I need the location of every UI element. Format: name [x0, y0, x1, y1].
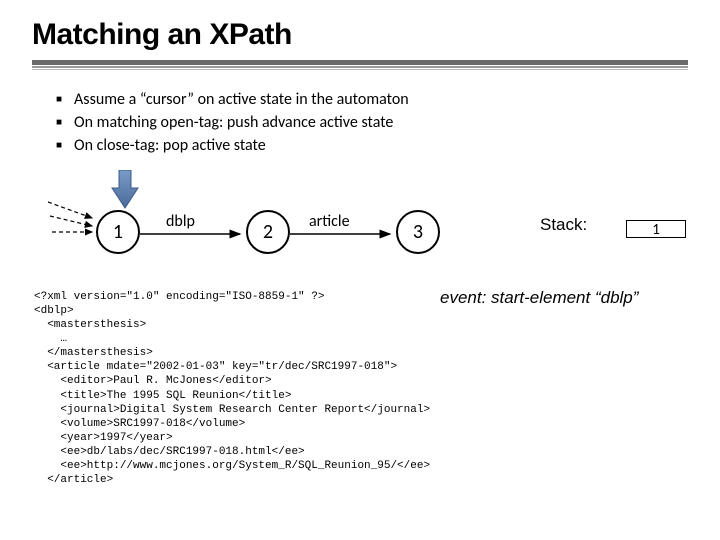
edge-label-dblp: dblp [166, 212, 195, 231]
state-node-3: 3 [396, 210, 440, 254]
title-underline [32, 60, 688, 70]
bullet-list: Assume a “cursor” on active state in the… [56, 88, 409, 158]
event-text: event: start-element “dblp” [440, 288, 638, 308]
state-label: 2 [263, 220, 273, 244]
bullet-item: On close-tag: pop active state [56, 134, 409, 157]
cursor-arrow-icon [110, 170, 140, 210]
stack-label: Stack: [540, 215, 587, 235]
state-label: 3 [413, 220, 423, 244]
bullet-item: On matching open-tag: push advance activ… [56, 111, 409, 134]
stack-box: 1 [626, 220, 686, 238]
state-label: 1 [113, 220, 123, 244]
page-title: Matching an XPath [32, 18, 720, 52]
state-node-2: 2 [246, 210, 290, 254]
edge-label-article: article [309, 212, 350, 231]
title-bar: Matching an XPath [0, 0, 720, 52]
automaton-diagram: 1 dblp 2 article 3 Stack: 1 event: start… [0, 170, 720, 280]
state-node-1: 1 [96, 210, 140, 254]
xml-code-block: <?xml version="1.0" encoding="ISO-8859-1… [34, 290, 430, 487]
bullet-item: Assume a “cursor” on active state in the… [56, 88, 409, 111]
